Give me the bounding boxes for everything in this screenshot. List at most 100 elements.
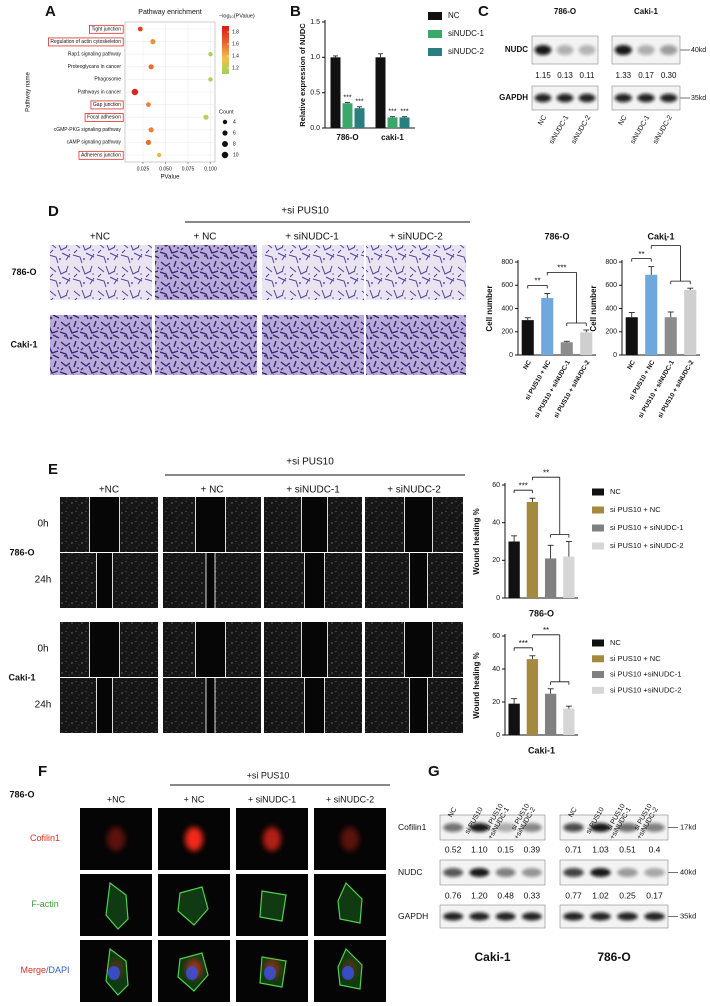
transwell-image	[262, 315, 364, 375]
quantification: 1.15	[535, 71, 551, 80]
highlight-box	[90, 100, 124, 110]
legend-swatch	[592, 639, 604, 647]
quantification: 0.52	[445, 844, 462, 854]
dot	[203, 114, 209, 120]
blot-title: 786-O	[597, 950, 630, 964]
quantification: 0.77	[565, 890, 582, 900]
y-tick-label: Adherens junction	[81, 152, 121, 158]
size-legend-label: 10	[233, 152, 239, 158]
quantification: 0.15	[497, 844, 514, 854]
quantification: 0.11	[580, 71, 596, 80]
legend-swatch	[428, 30, 442, 38]
blot-band	[469, 868, 490, 877]
blot-band	[590, 912, 611, 921]
size-label: 40kd	[680, 867, 696, 876]
legend-swatch	[592, 671, 604, 679]
wound-gap	[206, 678, 215, 733]
row-label: Cofilin1	[30, 833, 60, 843]
f-actin-signal	[177, 886, 209, 926]
significance: **	[543, 626, 549, 635]
blot-band	[495, 868, 516, 877]
y-tick-label: 1.5	[310, 19, 320, 26]
size-legend-label: 8	[233, 141, 236, 147]
blot-band	[443, 823, 464, 832]
dot	[145, 102, 151, 108]
significance: ***	[557, 263, 566, 272]
size-legend-dot	[221, 151, 229, 159]
y-tick-label: 600	[501, 282, 513, 289]
bar	[330, 57, 341, 129]
colorbar	[222, 26, 229, 74]
row-label: GAPDH	[398, 911, 428, 921]
bar	[375, 57, 386, 129]
legend-swatch	[592, 542, 604, 550]
wound-gap	[301, 497, 328, 552]
size-legend-label: 4	[233, 119, 236, 125]
quantification: 0.51	[619, 844, 636, 854]
merge-dapi	[342, 966, 354, 980]
colorbar-tick-label: 1.6	[232, 41, 239, 47]
wound-gap	[304, 678, 325, 733]
bar	[342, 103, 353, 128]
highlight-box	[78, 150, 124, 160]
row-label: Cofilin1	[398, 822, 427, 832]
transwell-image	[155, 315, 257, 375]
blot-band	[644, 823, 665, 832]
y-tick-label: 0.0	[310, 125, 320, 132]
dot	[131, 88, 139, 96]
cofilin-signal	[341, 827, 359, 851]
blot-band	[534, 44, 552, 56]
chart-title: Caki-1	[528, 745, 555, 755]
dot	[137, 26, 143, 32]
bar	[399, 117, 410, 128]
panel-label: E	[48, 461, 58, 478]
blot-band	[578, 44, 596, 56]
blot-membrane	[559, 904, 669, 929]
column-label: + siNUDC-2	[326, 794, 374, 804]
quantification: 0.17	[638, 71, 654, 80]
blot-band	[469, 912, 490, 921]
blot-band	[660, 93, 678, 103]
legend-label: NC	[610, 638, 621, 647]
row-label: Merge/DAPI	[20, 965, 69, 975]
x-tick-label: si PUS10 + siNUDC-1	[533, 359, 572, 419]
transwell-image	[262, 245, 364, 300]
panel-label: A	[45, 3, 56, 20]
column-label: + siNUDC-1	[248, 794, 296, 804]
x-tick-label: 0.025	[137, 166, 150, 172]
quantification: 0.33	[524, 890, 541, 900]
size-label: 17kd	[680, 822, 696, 831]
column-label: +NC	[99, 485, 119, 496]
quantification: 0.4	[649, 844, 661, 854]
transwell-image	[155, 245, 257, 300]
bar	[625, 317, 638, 355]
legend-label: si PUS10 +siNUDC-2	[610, 685, 681, 694]
significance: ***	[388, 109, 396, 116]
size-legend-dot	[222, 119, 228, 125]
quantification: 0.30	[661, 71, 677, 80]
column-label: +NC	[107, 794, 126, 804]
colorbar-tick-label: 1.8	[232, 29, 239, 35]
blot-title: Caki-1	[634, 7, 659, 16]
column-label: + NC	[184, 794, 205, 804]
blot-band	[637, 44, 655, 56]
blot-band	[495, 823, 516, 832]
row-label: NUDC	[398, 867, 423, 877]
row-label: GAPDH	[499, 93, 528, 102]
row-label: 786-O	[11, 267, 36, 277]
blot-band	[556, 93, 574, 103]
x-tick-label: NC	[522, 359, 533, 371]
significance: ***	[519, 639, 528, 648]
wound-gap	[195, 622, 226, 677]
blot-band	[590, 823, 611, 832]
significance: ***	[519, 481, 528, 490]
blot-title: 786-O	[554, 7, 576, 16]
blot-band	[556, 44, 574, 56]
blot-band	[534, 93, 552, 103]
legend-label: si PUS10 +siNUDC-1	[610, 670, 681, 679]
significance: ***	[343, 94, 351, 101]
y-tick-label: 0	[613, 352, 617, 359]
wound-gap	[96, 553, 113, 608]
column-label: + siNUDC-2	[387, 485, 441, 496]
x-tick-label: 0.075	[182, 166, 195, 172]
